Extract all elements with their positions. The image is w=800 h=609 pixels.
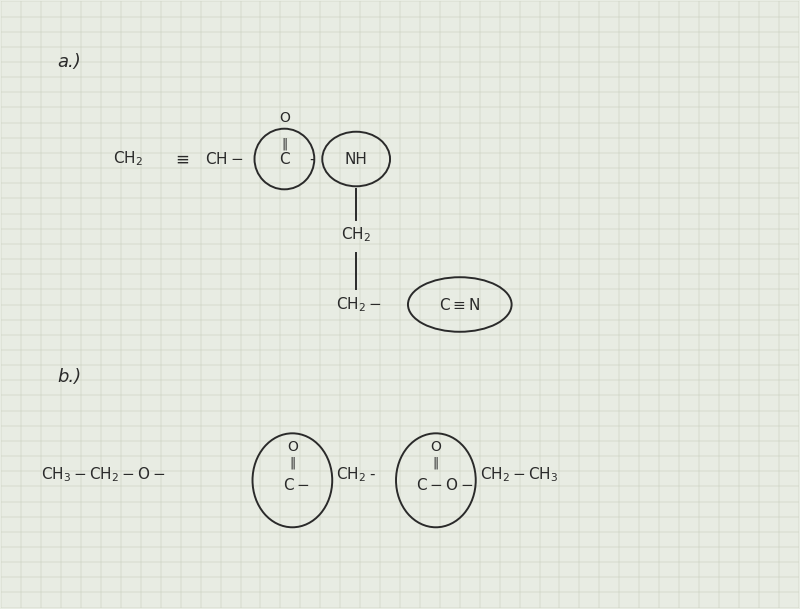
Text: $\mathregular{CH-}$: $\mathregular{CH-}$ <box>205 151 243 167</box>
Text: O: O <box>287 440 298 454</box>
Text: NH: NH <box>345 152 367 166</box>
Text: O: O <box>430 440 442 454</box>
Text: $\mathregular{CH_2}$: $\mathregular{CH_2}$ <box>341 225 371 244</box>
Text: ‖: ‖ <box>433 457 439 470</box>
Text: $\mathregular{CH_2}$: $\mathregular{CH_2}$ <box>113 150 143 168</box>
Text: $\equiv$: $\equiv$ <box>172 150 190 168</box>
Text: $\mathregular{CH_2-}$: $\mathregular{CH_2-}$ <box>336 295 382 314</box>
Text: -: - <box>310 152 315 166</box>
Text: $\mathregular{CH_3-CH_2-O-}$: $\mathregular{CH_3-CH_2-O-}$ <box>42 465 166 484</box>
Text: -: - <box>370 466 375 482</box>
Text: a.): a.) <box>57 53 81 71</box>
Text: $\mathregular{C-O-}$: $\mathregular{C-O-}$ <box>416 477 474 493</box>
Text: $\mathregular{CH_2-CH_3}$: $\mathregular{CH_2-CH_3}$ <box>480 465 558 484</box>
Text: $\mathregular{C{\equiv}N}$: $\mathregular{C{\equiv}N}$ <box>439 297 481 312</box>
Text: O: O <box>279 111 290 125</box>
Text: ‖: ‖ <box>282 138 287 150</box>
Text: $\mathregular{CH_2}$: $\mathregular{CH_2}$ <box>336 465 366 484</box>
Text: b.): b.) <box>57 368 82 386</box>
Text: ‖: ‖ <box>290 457 295 470</box>
Text: $\mathregular{C-}$: $\mathregular{C-}$ <box>283 477 310 493</box>
Text: C: C <box>279 152 290 166</box>
